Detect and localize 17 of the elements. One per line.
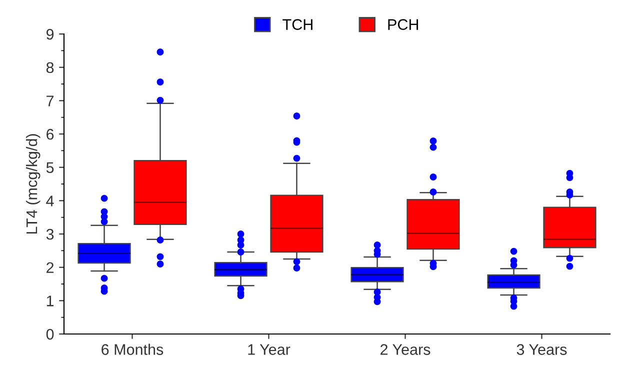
legend-label: PCH: [388, 19, 418, 30]
legend-label: TCH: [282, 19, 312, 30]
x-tick-label: 3 Years: [516, 344, 567, 355]
y-tick-label: 2: [46, 262, 54, 273]
y-tick-label: 1: [46, 296, 54, 306]
y-tick-label: 8: [46, 62, 54, 74]
x-tick-label: 6 Months: [102, 344, 164, 355]
y-tick-label: 7: [46, 96, 54, 106]
y-tick-label: 0: [46, 328, 54, 340]
y-tick-label: 9: [46, 28, 54, 40]
y-axis-title: LT4 (mcg/kg/d): [26, 134, 40, 234]
y-tick-label: 3: [46, 228, 54, 240]
x-tick-label: 1 Year: [248, 344, 290, 355]
x-tick-label: 2 Years: [380, 344, 430, 355]
y-tick-label: 6: [46, 128, 54, 140]
y-tick-label: 5: [46, 162, 54, 174]
y-tick-label: 4: [46, 196, 54, 206]
